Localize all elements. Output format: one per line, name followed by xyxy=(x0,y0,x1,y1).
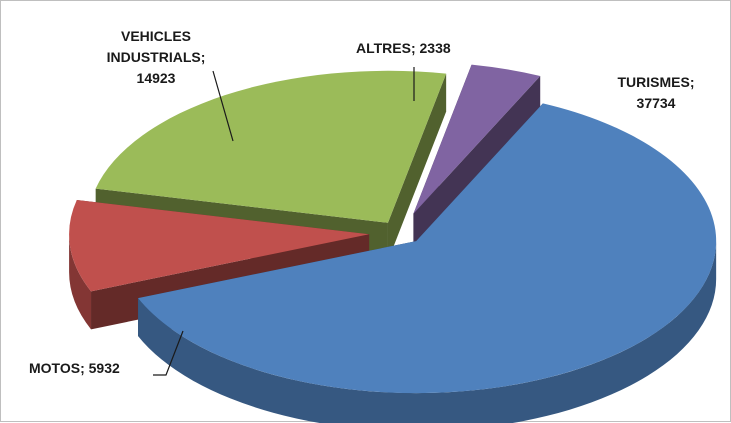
label-line-turismes: 37734 xyxy=(637,95,676,111)
leader-line-motos xyxy=(153,330,184,376)
label-motos: MOTOS; 5932 xyxy=(29,360,120,376)
slice-side-wall-vehicles-industrials xyxy=(387,73,447,261)
slice-rim-motos xyxy=(69,234,92,330)
slice-turismes xyxy=(138,103,717,423)
slice-top-vehicles-industrials xyxy=(95,70,447,223)
label-line-altres: ALTRES; 2338 xyxy=(356,40,451,56)
leader-line-vehicles-industrials xyxy=(212,70,234,142)
slice-top-motos xyxy=(69,200,370,292)
labels-layer: TURISMES; 37734 MOTOS; 5932 VEHICLES INDUSTR… xyxy=(29,28,695,376)
label-turismes: TURISMES; 37734 xyxy=(618,74,695,111)
label-line-turismes: TURISMES; xyxy=(618,74,695,90)
label-line-vehicles-industrials: 14923 xyxy=(137,70,176,86)
label-line-vehicles-industrials: VEHICLES xyxy=(121,28,191,44)
slice-side-wall-altres xyxy=(413,75,541,252)
slice-top-turismes xyxy=(138,103,717,394)
slice-top-altres xyxy=(413,64,541,214)
label-line-vehicles-industrials: INDUSTRIALS; xyxy=(107,49,206,65)
slice-altres xyxy=(413,64,541,252)
label-line-motos: MOTOS; 5932 xyxy=(29,360,120,376)
slice-rim-turismes xyxy=(138,241,717,423)
label-altres: ALTRES; 2338 xyxy=(356,40,451,56)
slices-layer xyxy=(69,64,717,423)
label-vehicles-industrials: VEHICLES INDUSTRIALS; 14923 xyxy=(107,28,206,86)
